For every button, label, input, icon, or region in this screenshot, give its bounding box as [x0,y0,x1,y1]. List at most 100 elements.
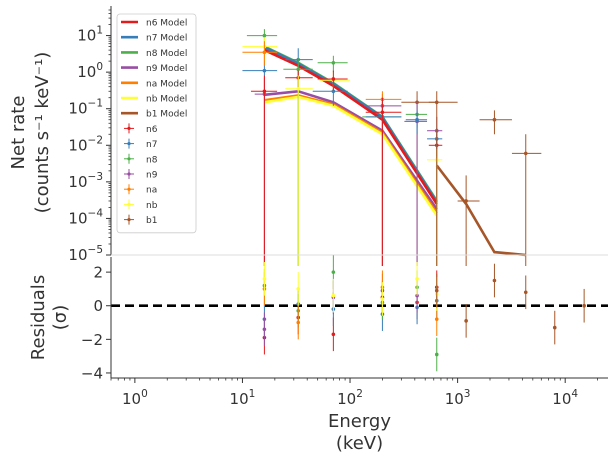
counts-plot-area [242,29,542,267]
residual-marker [434,288,439,293]
point-marker [380,110,385,115]
residual-marker [331,332,336,337]
legend-entry: nb [124,199,158,211]
legend-label: n6 [146,125,158,135]
data-point [457,175,480,267]
residual-marker [434,352,439,357]
point-marker [262,50,267,55]
point-marker [296,67,301,72]
residuals-y-axis-label: Residuals [28,275,49,360]
point-marker [262,89,267,94]
x-tick-label: 102 [337,388,363,408]
legend-label: n8 [146,155,158,165]
x-axis-label: Energy [328,411,391,432]
legend-entry: n9 Model [121,64,187,74]
residual-marker [523,290,528,295]
legend-entry: n7 Model [121,34,187,44]
residuals-panel: −4 −2 0 2 100 101 102 103 104 Residuals (σ) Ene… [28,255,608,454]
residuals-x-ticks: 100 101 102 103 104 [110,378,598,408]
residual-marker [415,277,419,281]
legend-entry: n8 [124,153,158,165]
y-tick-label: −2 [81,331,103,349]
counts-y-axis-unit: (counts s⁻¹ keV⁻¹) [32,52,53,214]
legend-label: na Model [146,79,187,89]
legend-label: n9 [146,171,158,181]
legend-entry: na [124,184,157,196]
residuals-y-ticks: −4 −2 0 2 [81,264,111,382]
legend-point-marker [127,142,131,146]
residual-marker [331,270,336,274]
point-marker [492,117,497,122]
x-tick-label: 101 [230,388,256,408]
residual-marker [582,303,586,308]
legend-label: n8 Model [146,49,187,59]
legend-entry: nb Model [121,95,187,105]
legend-point-marker [127,172,131,176]
legend-entry: n9 [124,169,158,181]
residual-marker [296,320,301,325]
legend-label: n9 Model [146,64,187,74]
legend-entry: n7 [124,138,157,150]
data-point [428,91,458,267]
model-line [435,164,526,257]
residual-point [415,262,419,296]
legend-entry: n6 [124,123,158,135]
data-point [317,55,348,73]
data-point [405,110,428,135]
legend-label: na [146,186,157,196]
point-marker [434,100,439,105]
y-tick-label: 10−5 [68,244,103,264]
data-point [365,97,402,267]
data-point [285,75,313,267]
data-point [511,134,542,267]
residual-point [582,288,586,323]
residual-point [296,272,301,306]
residual-marker [331,293,336,298]
x-tick-label: 103 [445,388,471,408]
legend-entry: na Model [121,79,187,89]
y-tick-label: 10−4 [68,207,103,227]
residual-point [262,312,267,347]
legend-label: n7 Model [146,34,187,44]
point-marker [262,68,267,73]
legend-label: nb Model [146,95,187,105]
y-tick-label: 101 [77,25,103,45]
legend-entry: b1 [124,214,157,226]
legend-label: b1 [146,216,157,226]
residual-marker [464,319,468,323]
residual-point [464,304,468,338]
data-point [317,70,348,92]
data-point [242,41,278,66]
legend-point-marker [127,187,131,191]
data-point [250,75,278,267]
residual-point [434,273,439,308]
residuals-plot-area [262,255,586,372]
y-tick-label: 10−1 [68,98,103,118]
counts-y-ticks: 10−5 10−4 10−3 10−2 10−1 100 101 [68,9,111,264]
legend-point-marker [127,218,131,222]
residual-marker [552,325,557,330]
legend-label: n7 [146,140,157,150]
legend-entry: b1 Model [121,110,187,120]
residual-marker [434,317,439,321]
x-tick-label: 104 [552,388,578,408]
point-marker [523,151,528,156]
counts-panel: n6 Model n7 Model n8 Model n9 Model na Model… [8,6,608,267]
legend-entry: n8 Model [121,49,187,59]
y-tick-label: 100 [77,61,103,81]
residual-marker [296,287,301,291]
point-marker [415,117,419,122]
residual-marker [380,297,385,301]
legend-point-marker [127,126,131,130]
x-axis-unit: (keV) [336,433,383,454]
y-tick-label: 10−3 [68,171,103,191]
legend: n6 Model n7 Model n8 Model n9 Model na Model… [116,13,197,234]
residual-marker [262,327,267,332]
point-marker [262,33,267,38]
residual-point [523,275,528,310]
legend-label: b1 Model [146,110,187,120]
legend-point-marker [127,157,131,161]
y-tick-label: −4 [81,364,103,382]
